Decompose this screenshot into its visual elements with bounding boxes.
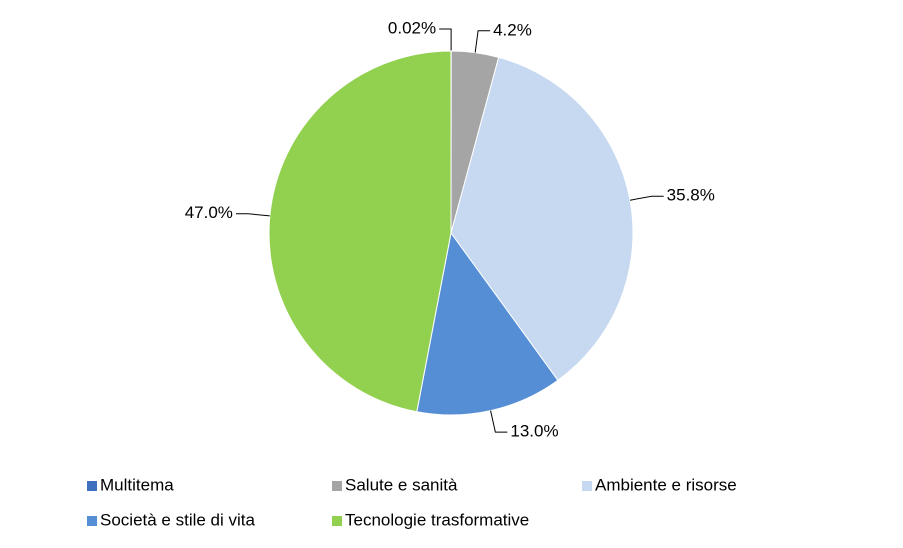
data-label: 0.02% xyxy=(388,18,436,37)
leader-line xyxy=(490,410,508,433)
legend-label: Salute e sanità xyxy=(345,475,458,494)
data-label: 47.0% xyxy=(185,203,233,222)
legend-swatch xyxy=(582,481,592,491)
legend-label: Società e stile di vita xyxy=(100,510,256,529)
data-label: 35.8% xyxy=(667,186,715,205)
legend-swatch xyxy=(87,516,97,526)
legend-label: Ambiente e risorse xyxy=(595,475,737,494)
legend-label: Multitema xyxy=(100,475,174,494)
legend-swatch xyxy=(87,481,97,491)
pie-slice xyxy=(268,50,452,413)
leader-line xyxy=(474,30,491,53)
legend-swatch xyxy=(332,481,342,491)
leader-line xyxy=(235,213,270,217)
leader-line xyxy=(629,195,664,201)
legend-label: Tecnologie trasformative xyxy=(345,510,529,529)
legend-swatch xyxy=(332,516,342,526)
pie-slice xyxy=(450,56,634,382)
leader-line xyxy=(439,28,452,52)
data-label: 13.0% xyxy=(510,422,558,441)
data-label: 4.2% xyxy=(493,20,532,39)
